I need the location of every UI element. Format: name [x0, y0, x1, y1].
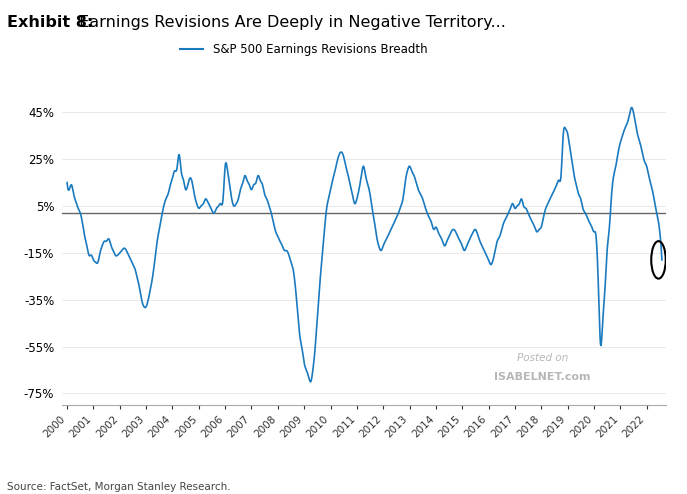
Text: Earnings Revisions Are Deeply in Negative Territory...: Earnings Revisions Are Deeply in Negativ…: [74, 15, 506, 30]
Text: Posted on: Posted on: [517, 353, 568, 363]
Legend: S&P 500 Earnings Revisions Breadth: S&P 500 Earnings Revisions Breadth: [175, 38, 432, 60]
Text: Source: FactSet, Morgan Stanley Research.: Source: FactSet, Morgan Stanley Research…: [7, 482, 231, 492]
Text: Exhibit 8:: Exhibit 8:: [7, 15, 93, 30]
Text: ISABELNET.com: ISABELNET.com: [494, 371, 591, 382]
